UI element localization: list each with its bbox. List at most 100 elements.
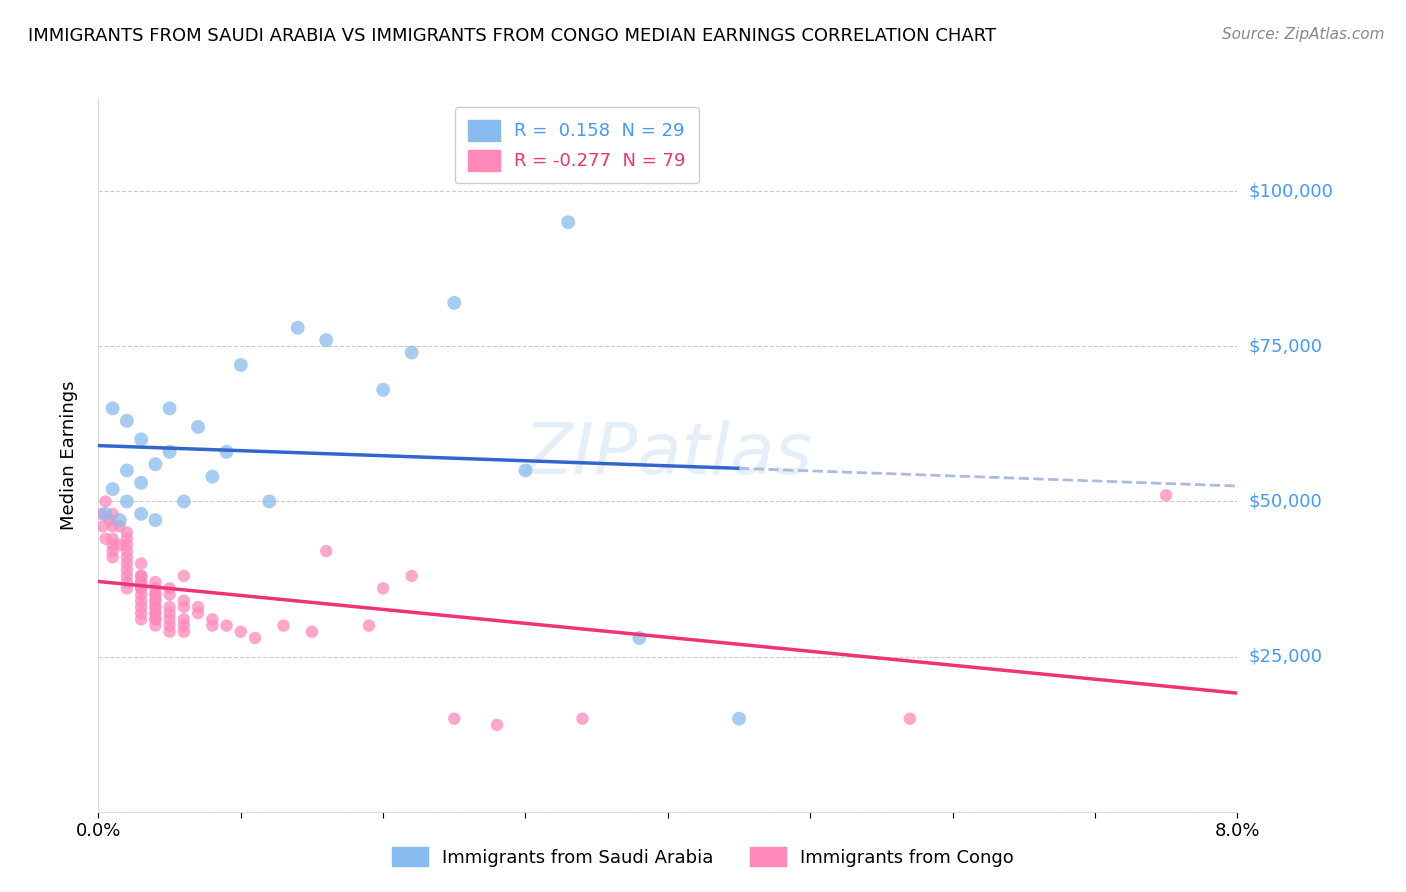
Point <box>159 445 181 459</box>
Text: $100,000: $100,000 <box>1249 182 1333 200</box>
Point <box>229 624 252 639</box>
Point <box>145 618 167 632</box>
Point <box>259 494 281 508</box>
Point <box>129 582 152 596</box>
Point <box>108 513 131 527</box>
Point <box>145 593 167 607</box>
Point <box>159 618 181 632</box>
Point <box>101 401 124 416</box>
Point <box>98 513 121 527</box>
Point <box>129 582 152 596</box>
Point <box>159 606 181 620</box>
Point <box>115 525 138 540</box>
Point <box>101 482 124 496</box>
Point <box>145 599 167 614</box>
Point <box>315 544 337 558</box>
Point <box>129 507 152 521</box>
Point <box>371 582 394 596</box>
Point <box>129 606 152 620</box>
Point <box>173 624 195 639</box>
Point <box>101 544 124 558</box>
Point <box>159 624 181 639</box>
Text: $75,000: $75,000 <box>1249 337 1323 355</box>
Point <box>401 569 423 583</box>
Point <box>145 513 167 527</box>
Point <box>101 532 124 546</box>
Point <box>129 593 152 607</box>
Point <box>728 712 751 726</box>
Point <box>108 519 131 533</box>
Point <box>173 569 195 583</box>
Point <box>571 712 593 726</box>
Point <box>201 612 224 626</box>
Point <box>101 550 124 565</box>
Point <box>90 507 112 521</box>
Point <box>129 612 152 626</box>
Point <box>145 606 167 620</box>
Point <box>287 320 309 334</box>
Point <box>115 414 138 428</box>
Point <box>145 588 167 602</box>
Point <box>145 606 167 620</box>
Point <box>108 538 131 552</box>
Point <box>115 569 138 583</box>
Text: Source: ZipAtlas.com: Source: ZipAtlas.com <box>1222 27 1385 42</box>
Point <box>115 463 138 477</box>
Point <box>187 420 209 434</box>
Point <box>115 550 138 565</box>
Point <box>159 401 181 416</box>
Point <box>315 333 337 347</box>
Point <box>145 612 167 626</box>
Point <box>115 582 138 596</box>
Point <box>145 599 167 614</box>
Point <box>159 588 181 602</box>
Point <box>129 475 152 490</box>
Point <box>215 618 238 632</box>
Point <box>94 507 117 521</box>
Point <box>145 582 167 596</box>
Point <box>145 575 167 590</box>
Point <box>101 519 124 533</box>
Point <box>145 593 167 607</box>
Y-axis label: Median Earnings: Median Earnings <box>59 380 77 530</box>
Point <box>115 557 138 571</box>
Point <box>229 358 252 372</box>
Point <box>187 599 209 614</box>
Point <box>173 494 195 508</box>
Point <box>173 612 195 626</box>
Point <box>159 599 181 614</box>
Point <box>115 532 138 546</box>
Point <box>115 563 138 577</box>
Point <box>115 544 138 558</box>
Point <box>557 215 579 229</box>
Point <box>115 575 138 590</box>
Point <box>201 469 224 483</box>
Point <box>129 599 152 614</box>
Point <box>115 494 138 508</box>
Point <box>159 582 181 596</box>
Point <box>173 593 195 607</box>
Point <box>145 612 167 626</box>
Point <box>357 618 380 632</box>
Point <box>145 588 167 602</box>
Point <box>301 624 323 639</box>
Point <box>129 588 152 602</box>
Text: IMMIGRANTS FROM SAUDI ARABIA VS IMMIGRANTS FROM CONGO MEDIAN EARNINGS CORRELATIO: IMMIGRANTS FROM SAUDI ARABIA VS IMMIGRAN… <box>28 27 997 45</box>
Point <box>115 538 138 552</box>
Text: $25,000: $25,000 <box>1249 648 1323 665</box>
Point <box>243 631 266 645</box>
Point <box>94 494 117 508</box>
Point <box>443 296 465 310</box>
Point <box>898 712 921 726</box>
Point <box>187 606 209 620</box>
Point <box>94 532 117 546</box>
Point <box>443 712 465 726</box>
Point <box>273 618 295 632</box>
Point <box>1154 488 1177 502</box>
Point <box>201 618 224 632</box>
Point <box>173 599 195 614</box>
Point <box>129 575 152 590</box>
Point <box>101 507 124 521</box>
Point <box>515 463 537 477</box>
Point <box>129 575 152 590</box>
